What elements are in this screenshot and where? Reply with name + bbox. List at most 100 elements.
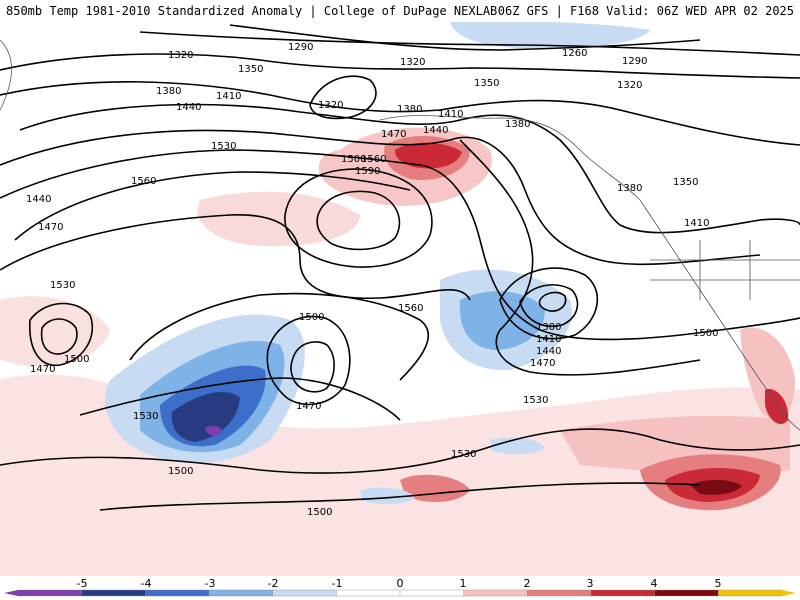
contour-line	[0, 428, 800, 474]
contour-label: 1440	[423, 125, 448, 136]
colorbar-tick-label: -1	[332, 577, 343, 590]
contour-line	[139, 31, 800, 56]
contour-label: 1590	[355, 166, 380, 177]
colorbar-swatch	[654, 589, 720, 597]
contour-label: 1350	[474, 78, 499, 89]
contour-label: 1440	[176, 102, 201, 113]
contour-line	[499, 267, 599, 340]
contour-label: 1500	[693, 328, 718, 339]
colorbar-swatch	[208, 589, 274, 597]
colorbar-tick-label: 0	[397, 577, 404, 590]
colorbar-tick-label: -3	[205, 577, 216, 590]
contour-label: 1380	[617, 183, 642, 194]
map-title: 850mb Temp 1981-2010 Standardized Anomal…	[6, 4, 498, 18]
contour-label: 1500	[64, 354, 89, 365]
cold-anomaly-north	[450, 22, 650, 49]
warm-anomaly-baja-core	[765, 389, 789, 425]
colorbar-tick-label: -2	[268, 577, 279, 590]
cold-anomaly-southeast	[490, 437, 545, 455]
colorbar-tick-labels: -5 -4 -3 -2 -1 0 1 2 3 4 5	[77, 577, 722, 590]
coastline-asia	[0, 39, 12, 111]
header-bar: 850mb Temp 1981-2010 Standardized Anomal…	[0, 0, 800, 22]
contour-label: 1410	[684, 218, 709, 229]
contour-line	[290, 341, 335, 393]
colorbar-swatch	[145, 589, 210, 597]
anomaly-colorbar: -5 -4 -3 -2 -1 0 1 2 3 4 5	[4, 577, 796, 597]
contour-line	[229, 24, 701, 51]
colorbar-swatch	[17, 589, 83, 597]
colorbar-tick-label: 1	[460, 577, 467, 590]
contour-label: 1470	[381, 129, 406, 140]
colorbar-swatch	[590, 589, 656, 597]
colorbar-swatches	[4, 589, 796, 597]
contour-label: 1410	[438, 109, 463, 120]
contour-line	[19, 103, 800, 234]
contour-line	[14, 171, 411, 241]
contour-line	[29, 302, 94, 367]
contour-line	[316, 190, 401, 251]
colorbar-tick-label: 4	[651, 577, 658, 590]
coastlines	[0, 39, 800, 431]
contour-label: 1320	[617, 80, 642, 91]
contour-label: 1380	[397, 104, 422, 115]
colorbar-swatch	[81, 589, 147, 597]
contour-label: 1470	[30, 364, 55, 375]
colorbar-swatch	[527, 589, 592, 597]
contour-label: 1530	[50, 280, 75, 291]
contour-label: 1350	[673, 177, 698, 188]
contour-label: 1560	[131, 176, 156, 187]
contour-labels: 1320 1290 1260 1290 1320 1350 1320 1380 …	[26, 42, 718, 518]
contour-label: 1410	[536, 334, 561, 345]
warm-anomaly-west-pacific	[0, 296, 110, 367]
contour-label: 1320	[168, 50, 193, 61]
model-run-info: 06Z GFS | F168 Valid: 06Z WED APR 02 202…	[497, 4, 794, 18]
contour-line	[284, 168, 433, 268]
colorbar-swatch	[272, 589, 338, 597]
contour-line	[459, 139, 701, 376]
colorbar-tick-label: 5	[715, 577, 722, 590]
cold-anomaly-shading	[105, 22, 650, 505]
contour-line	[0, 81, 800, 146]
colorbar-swatch	[463, 589, 529, 597]
contour-line	[519, 284, 579, 327]
peak-warm-anomaly-gulf-alaska	[395, 142, 462, 169]
colorbar-swatch	[336, 589, 401, 597]
anomaly-map: 1320 1290 1260 1290 1320 1350 1320 1380 …	[0, 22, 800, 576]
contour-line	[129, 292, 430, 381]
coastline-north-america	[639, 199, 800, 431]
contour-label: 1500	[341, 154, 366, 165]
contour-line	[40, 318, 78, 355]
colorbar-swatch	[718, 589, 783, 597]
contour-label: 1290	[622, 56, 647, 67]
map-panel: 1320 1290 1260 1290 1320 1350 1320 1380 …	[0, 22, 800, 576]
contour-label: 1380	[505, 119, 530, 130]
extreme-warm-anomaly-east	[690, 479, 742, 495]
contour-line	[0, 149, 800, 341]
contour-line	[79, 377, 401, 421]
contour-label: 1470	[530, 358, 555, 369]
contour-line	[309, 75, 377, 120]
contour-label: 1500	[168, 466, 193, 477]
contour-label: 1530	[211, 141, 236, 152]
cold-anomaly-south	[360, 487, 415, 505]
contour-label: 1530	[523, 395, 548, 406]
contour-label: 1320	[318, 100, 343, 111]
colorbar-left-arrow	[4, 590, 18, 596]
contour-line	[99, 482, 701, 511]
contour-label: 1470	[38, 222, 63, 233]
contour-line	[0, 53, 800, 79]
colorbar-tick-label: 2	[524, 577, 531, 590]
contour-line	[0, 129, 761, 266]
contour-line	[538, 291, 567, 312]
cold-anomaly-west-coast-core	[459, 291, 545, 350]
warm-anomaly-central-pacific	[197, 191, 360, 247]
contour-line	[0, 214, 471, 301]
contour-label: 1500	[307, 507, 332, 518]
colorbar-tick-label: 3	[587, 577, 594, 590]
contour-label: 1530	[133, 411, 158, 422]
contour-label: 1560	[398, 303, 423, 314]
contour-line	[266, 315, 351, 406]
contour-label: 1440	[26, 194, 51, 205]
state-border	[650, 240, 800, 300]
